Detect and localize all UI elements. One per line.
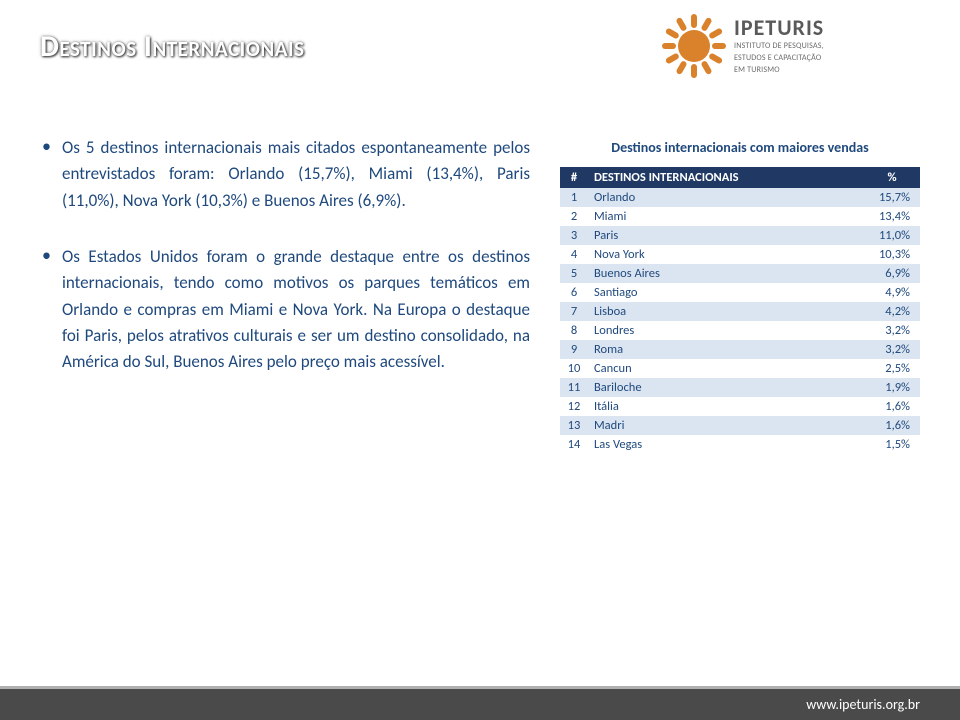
bullet-item: Os Estados Unidos foram o grande destaqu… bbox=[40, 244, 530, 376]
cell-destination: Buenos Aires bbox=[588, 264, 864, 283]
cell-rank: 5 bbox=[560, 264, 588, 283]
table-row: 7Lisboa4,2% bbox=[560, 302, 920, 321]
cell-destination: Roma bbox=[588, 340, 864, 359]
sun-ray-icon bbox=[665, 52, 680, 64]
cell-percentage: 6,9% bbox=[864, 264, 920, 283]
table-row: 4Nova York10,3% bbox=[560, 245, 920, 264]
table-row: 5Buenos Aires6,9% bbox=[560, 264, 920, 283]
table-row: 6Santiago4,9% bbox=[560, 283, 920, 302]
table-row: 3Paris11,0% bbox=[560, 226, 920, 245]
brand-text: IPETURIS INSTITUTO DE PESQUISAS, ESTUDOS… bbox=[734, 17, 824, 75]
cell-percentage: 1,5% bbox=[864, 435, 920, 454]
table-caption: Destinos internacionais com maiores vend… bbox=[560, 139, 920, 157]
cell-rank: 2 bbox=[560, 207, 588, 226]
sun-ray-icon bbox=[700, 60, 712, 75]
brand-tagline-3: EM TURISMO bbox=[734, 65, 824, 75]
cell-percentage: 4,9% bbox=[864, 283, 920, 302]
cell-rank: 1 bbox=[560, 188, 588, 207]
table-row: 13Madri1,6% bbox=[560, 416, 920, 435]
cell-percentage: 13,4% bbox=[864, 207, 920, 226]
bullet-item: Os 5 destinos internacionais mais citado… bbox=[40, 135, 530, 214]
cell-destination: Orlando bbox=[588, 188, 864, 207]
table-row: 10Cancun2,5% bbox=[560, 359, 920, 378]
cell-percentage: 4,2% bbox=[864, 302, 920, 321]
cell-destination: Miami bbox=[588, 207, 864, 226]
cell-percentage: 1,6% bbox=[864, 416, 920, 435]
sun-ray-icon bbox=[675, 17, 687, 32]
cell-destination: Bariloche bbox=[588, 378, 864, 397]
col-header-name: DESTINOS INTERNACIONAIS bbox=[588, 167, 864, 188]
table-row: 12Itália1,6% bbox=[560, 397, 920, 416]
cell-destination: Lisboa bbox=[588, 302, 864, 321]
destinations-table: # DESTINOS INTERNACIONAIS % 1Orlando15,7… bbox=[560, 167, 920, 454]
paragraph-1: Os 5 destinos internacionais mais citado… bbox=[62, 135, 530, 214]
brand-name: IPETURIS bbox=[734, 17, 824, 39]
cell-percentage: 15,7% bbox=[864, 188, 920, 207]
footer-url: www.ipeturis.org.br bbox=[806, 696, 920, 713]
cell-rank: 9 bbox=[560, 340, 588, 359]
cell-percentage: 1,6% bbox=[864, 397, 920, 416]
cell-destination: Londres bbox=[588, 321, 864, 340]
cell-rank: 3 bbox=[560, 226, 588, 245]
table-row: 2Miami13,4% bbox=[560, 207, 920, 226]
brand-tagline-2: ESTUDOS E CAPACITAÇÃO bbox=[734, 53, 824, 63]
cell-percentage: 3,2% bbox=[864, 321, 920, 340]
sun-icon bbox=[664, 16, 724, 76]
paragraph-2: Os Estados Unidos foram o grande destaqu… bbox=[62, 244, 530, 376]
footer-bar: www.ipeturis.org.br bbox=[0, 686, 960, 720]
cell-destination: Itália bbox=[588, 397, 864, 416]
table-header-row: # DESTINOS INTERNACIONAIS % bbox=[560, 167, 920, 188]
table-row: 14Las Vegas1,5% bbox=[560, 435, 920, 454]
table-row: 9Roma3,2% bbox=[560, 340, 920, 359]
sun-ray-icon bbox=[691, 14, 697, 28]
cell-rank: 14 bbox=[560, 435, 588, 454]
col-header-pct: % bbox=[864, 167, 920, 188]
sun-ray-icon bbox=[662, 43, 676, 49]
cell-rank: 11 bbox=[560, 378, 588, 397]
cell-rank: 13 bbox=[560, 416, 588, 435]
cell-destination: Cancun bbox=[588, 359, 864, 378]
cell-destination: Nova York bbox=[588, 245, 864, 264]
table-body: 1Orlando15,7%2Miami13,4%3Paris11,0%4Nova… bbox=[560, 188, 920, 454]
cell-destination: Paris bbox=[588, 226, 864, 245]
cell-destination: Las Vegas bbox=[588, 435, 864, 454]
sun-ray-icon bbox=[708, 52, 723, 64]
sun-ray-icon bbox=[691, 64, 697, 78]
table-row: 11Bariloche1,9% bbox=[560, 378, 920, 397]
sun-ray-icon bbox=[665, 27, 680, 39]
table-row: 8Londres3,2% bbox=[560, 321, 920, 340]
sun-ray-icon bbox=[700, 17, 712, 32]
col-header-num: # bbox=[560, 167, 588, 188]
table-column: Destinos internacionais com maiores vend… bbox=[560, 135, 920, 454]
brand-logo: IPETURIS INSTITUTO DE PESQUISAS, ESTUDOS… bbox=[664, 16, 924, 76]
cell-percentage: 3,2% bbox=[864, 340, 920, 359]
sun-ray-icon bbox=[675, 60, 687, 75]
cell-destination: Santiago bbox=[588, 283, 864, 302]
cell-percentage: 10,3% bbox=[864, 245, 920, 264]
sun-ray-icon bbox=[712, 43, 726, 49]
slide: IPETURIS INSTITUTO DE PESQUISAS, ESTUDOS… bbox=[0, 0, 960, 720]
cell-rank: 8 bbox=[560, 321, 588, 340]
cell-percentage: 2,5% bbox=[864, 359, 920, 378]
cell-rank: 12 bbox=[560, 397, 588, 416]
cell-rank: 6 bbox=[560, 283, 588, 302]
cell-rank: 4 bbox=[560, 245, 588, 264]
cell-rank: 7 bbox=[560, 302, 588, 321]
cell-rank: 10 bbox=[560, 359, 588, 378]
text-column: Os 5 destinos internacionais mais citado… bbox=[40, 135, 530, 454]
cell-destination: Madri bbox=[588, 416, 864, 435]
sun-ray-icon bbox=[708, 27, 723, 39]
content-area: Os 5 destinos internacionais mais citado… bbox=[40, 135, 920, 454]
brand-tagline-1: INSTITUTO DE PESQUISAS, bbox=[734, 41, 824, 51]
cell-percentage: 1,9% bbox=[864, 378, 920, 397]
cell-percentage: 11,0% bbox=[864, 226, 920, 245]
table-row: 1Orlando15,7% bbox=[560, 188, 920, 207]
